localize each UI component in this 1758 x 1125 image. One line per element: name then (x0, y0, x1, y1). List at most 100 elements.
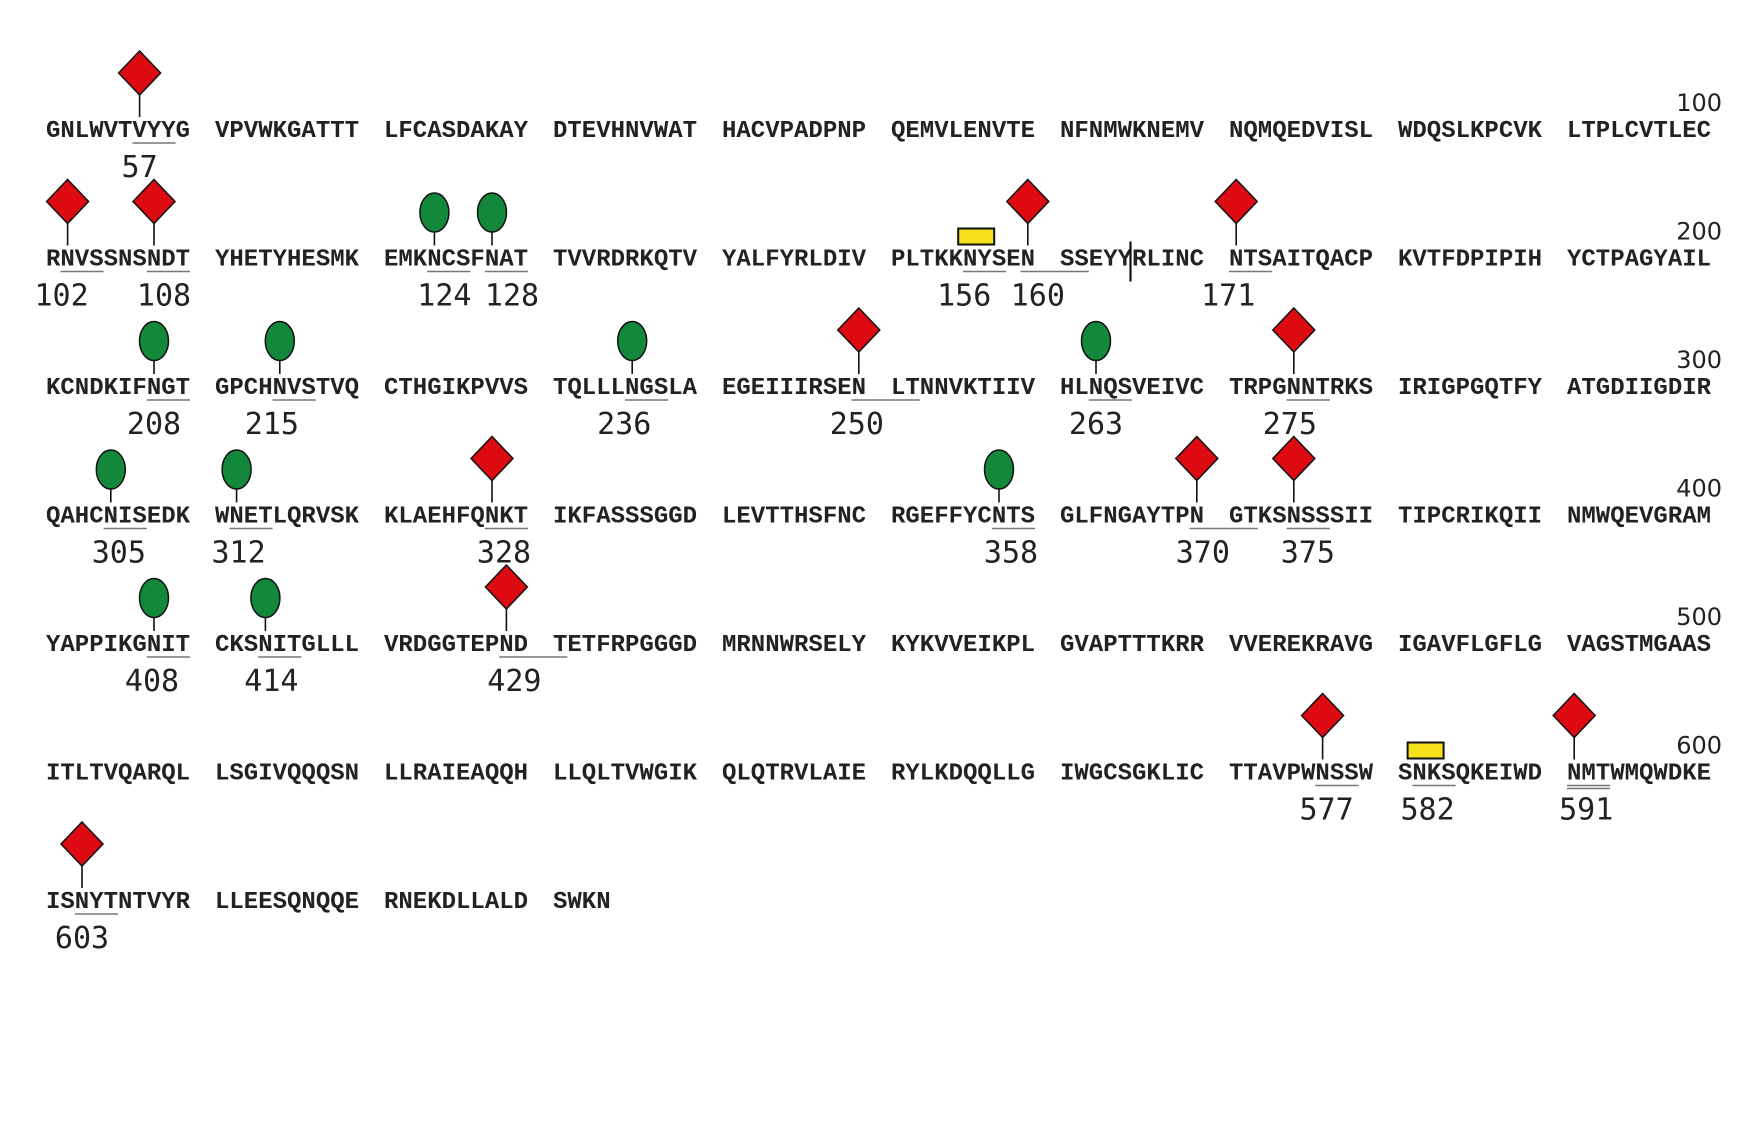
site-position-label: 160 (1011, 279, 1065, 314)
site-position-label: 263 (1069, 407, 1123, 442)
site-position-label: 582 (1401, 793, 1455, 828)
red-diamond-glycan-icon (469, 435, 515, 482)
sequence-block: ATGDIIGDIR (1567, 375, 1712, 402)
green-oval-glycan-icon (250, 577, 281, 619)
red-diamond-glycan-icon (1300, 692, 1345, 739)
yellow-rectangle-glycan-icon (957, 227, 996, 246)
sequence-block: LLRAIEAQQH (384, 761, 528, 788)
row-end-number: 600 (1676, 732, 1722, 760)
row-end-number: 400 (1676, 475, 1722, 503)
site-position-label: 429 (487, 664, 541, 699)
green-oval-glycan-icon (616, 320, 648, 362)
sequence-block: SNKSQKEIWD (1398, 761, 1542, 788)
sequence-block: IGAVFLGFLG (1398, 632, 1542, 659)
site-position-label: 312 (212, 536, 266, 571)
sequence-block: KLAEHFQNKT (384, 504, 528, 531)
green-oval-glycan-icon (419, 192, 450, 233)
sequence-block: HACVPADPNP (722, 118, 866, 145)
site-position-label: 591 (1559, 793, 1613, 828)
sequence-block: PLTKKNYSEN (891, 247, 1035, 274)
red-diamond-glycan-icon (45, 178, 90, 225)
sequence-block: GPCHNVSTVQ (215, 375, 359, 402)
sequence-block: IWGCSGKLIC (1060, 761, 1204, 788)
site-position-label: 577 (1300, 793, 1354, 828)
green-oval-glycan-icon (264, 320, 296, 362)
sequence-block: CKSNITGLLL (215, 632, 359, 659)
sequence-block: CTHGIKPVVS (384, 375, 528, 402)
sequence-block: QEMVLENVTE (891, 118, 1035, 145)
sequence-block: DTEVHNVWAT (553, 118, 697, 145)
site-position-label: 370 (1176, 536, 1230, 571)
site-position-label: 156 (937, 279, 991, 314)
sequence-block: YHETYHESMK (215, 247, 360, 274)
site-position-label: 57 (122, 150, 158, 185)
site-position-label: 108 (137, 279, 191, 314)
site-position-label: 124 (417, 279, 471, 314)
red-diamond-glycan-icon (131, 178, 177, 225)
sequence-block: RGEFFYCNTS (891, 504, 1035, 531)
green-oval-glycan-icon (1080, 320, 1112, 362)
red-diamond-glycan-icon (484, 563, 529, 611)
sequence-block: LEVTTHSFNC (722, 504, 866, 531)
green-oval-glycan-icon (138, 577, 170, 619)
site-position-label: 305 (92, 536, 146, 571)
sequence-block: ISNYTNTVYR (46, 889, 191, 916)
sequence-block: YAPPIKGNIT (46, 632, 190, 659)
site-position-label: 328 (477, 536, 531, 571)
red-diamond-glycan-icon (1552, 692, 1597, 739)
sequence-block: TVVRDRKQTV (553, 247, 698, 274)
sequence-block: LFCASDAKAY (384, 118, 529, 145)
sequence-block: VAGSTMGAAS (1567, 632, 1711, 659)
yellow-rectangle-glycan-icon (1406, 741, 1445, 760)
sequence-block: TTAVPWNSSW (1229, 761, 1374, 788)
sequence-block: NMTWMQWDKE (1567, 761, 1711, 788)
sequence-block: LSGIVQQQSN (215, 761, 359, 788)
sequence-block: SWKN (553, 889, 611, 916)
sequence-block: TIPCRIKQII (1398, 504, 1542, 531)
sequence-block: VRDGGTEPND (384, 632, 528, 659)
sequence-block: TRPGNNTRKS (1229, 375, 1373, 402)
red-diamond-glycan-icon (1271, 435, 1316, 482)
sequence-block: QAHCNISEDK (46, 504, 191, 531)
sequence-block: IRIGPGQTFY (1398, 375, 1543, 402)
sequence-block: NQMQEDVISL (1229, 118, 1373, 145)
sequence-block: GTKSNSSSII (1229, 504, 1373, 531)
row-end-number: 200 (1676, 218, 1722, 246)
sequence-block: EMKNCSFNAT (384, 247, 528, 274)
red-diamond-glycan-icon (1271, 306, 1316, 354)
site-position-label: 414 (244, 664, 298, 699)
sequence-block: WDQSLKPCVK (1398, 118, 1543, 145)
row-end-number: 500 (1676, 603, 1722, 631)
sequence-block: KCNDKIFNGT (46, 375, 190, 402)
sequence-block: LTPLCVTLEC (1567, 118, 1711, 145)
site-position-label: 171 (1201, 279, 1255, 314)
site-position-label: 358 (984, 536, 1038, 571)
sequence-block: VVEREKRAVG (1229, 632, 1373, 659)
sequence-block: KVTFDPIPIH (1398, 247, 1542, 274)
sequence-block: RYLKDQQLLG (891, 761, 1035, 788)
sequence-block: ITLTVQARQL (46, 761, 190, 788)
red-diamond-glycan-icon (1005, 178, 1050, 225)
sequence-block: KYKVVEIKPL (891, 632, 1035, 659)
sequence-block: NTSAITQACP (1229, 247, 1373, 274)
site-position-label: 208 (127, 407, 181, 442)
red-diamond-glycan-icon (1214, 178, 1259, 225)
green-oval-glycan-icon (476, 192, 508, 233)
site-position-label: 375 (1281, 536, 1335, 571)
sequence-block: GLFNGAYTPN (1060, 504, 1204, 531)
sequence-block: WNETLQRVSK (215, 504, 360, 531)
sequence-block: YCTPAGYAIL (1567, 247, 1711, 274)
sequence-block: LLQLTVWGIK (553, 761, 698, 788)
sequence-block: YALFYRLDIV (722, 247, 867, 274)
site-position-label: 603 (55, 921, 109, 956)
sequence-block: NMWQEVGRAM (1567, 504, 1711, 531)
green-oval-glycan-icon (983, 449, 1015, 490)
sequence-block: TETFRPGGGD (553, 632, 697, 659)
site-position-label: 408 (125, 664, 179, 699)
sequence-block: MRNNWRSELY (722, 632, 867, 659)
sequence-block: GNLWVTVYYG (46, 118, 190, 145)
sequence-block: LLEESQNQQE (215, 889, 359, 916)
sequence-block: RNEKDLLALD (384, 889, 528, 916)
sequence-block: GVAPTTTKRR (1060, 632, 1205, 659)
